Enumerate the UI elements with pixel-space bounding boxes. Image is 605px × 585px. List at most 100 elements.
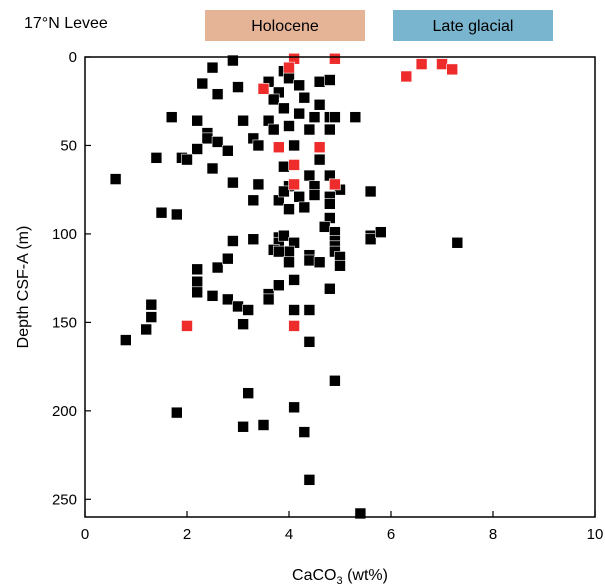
data-point-black [247,233,260,246]
data-point-black [191,263,203,276]
data-point-black [222,144,234,157]
y-axis-label: Depth CSF-A (m) [15,226,32,349]
header: 17°N Levee Holocene Late glacial [24,10,553,41]
data-point-black [364,185,377,198]
data-point-black [237,114,249,127]
data-point-black [206,61,219,74]
data-point-black [272,245,285,258]
x-axis-label-main: CaCO [292,567,336,584]
x-tick-label: 2 [183,526,191,543]
data-point-black [283,203,295,215]
data-point-black [191,114,203,127]
data-point-black [298,91,311,104]
x-tick-label: 6 [387,526,395,543]
data-point-black [181,153,193,166]
data-point-black [237,318,249,330]
plot-frame [84,56,596,518]
data-point-black [242,387,254,399]
data-point-black [232,300,244,313]
data-point-black [313,153,326,166]
data-point-black [308,111,321,123]
data-point-black [191,275,203,288]
data-point-black [323,282,336,295]
data-point-black [451,236,464,249]
data-point-black [211,88,224,100]
data-point-black [191,143,203,155]
data-point-red [288,320,300,332]
y-tick-label: 200 [52,403,77,420]
data-point-red [329,52,341,65]
data-point-black [288,401,300,414]
data-point-black [293,190,306,203]
data-point-black [354,507,367,520]
legend-label-holocene: Holocene [251,18,319,35]
data-point-red [446,63,459,76]
data-point-black [308,189,321,201]
data-point-black [278,160,290,173]
data-point-red [436,58,448,70]
legend-label-late-glacial: Late glacial [433,18,514,35]
data-point-black [237,420,249,433]
data-point-black [222,293,234,306]
data-point-black [374,226,387,238]
data-point-black [257,419,270,431]
data-points [109,52,464,520]
data-point-black [323,74,336,86]
data-point-black [329,374,341,387]
data-point-red [283,61,295,74]
data-point-black [288,139,300,152]
x-tick-label: 0 [81,526,89,543]
data-point-red [288,159,300,171]
data-point-black [109,173,122,185]
data-point-black [283,120,295,132]
data-point-black [140,323,152,336]
data-point-black [206,290,219,302]
data-point-red [313,141,326,154]
data-point-black [334,259,346,272]
data-point-black [293,79,306,92]
data-point-black [211,261,224,274]
data-point-black [298,201,311,214]
data-point-black [252,139,265,152]
data-point-black [298,426,311,438]
data-point-black [145,311,158,323]
data-point-black [211,136,224,148]
data-point-black [323,198,336,210]
data-point-black [262,293,275,306]
data-point-black [303,304,316,316]
data-point-black [120,334,132,346]
data-point-red [400,70,413,83]
y-tick-label: 0 [69,49,77,66]
data-point-black [145,298,158,311]
data-point-black [227,54,239,67]
data-point-red [329,178,341,191]
data-point-black [364,233,377,246]
data-point-black [283,245,295,258]
data-point-black [349,111,362,123]
data-point-black [227,235,239,247]
data-point-black [252,178,265,191]
data-point-black [155,206,168,219]
data-point-black [313,256,326,269]
x-axis-label: CaCO3 (wt%) [292,567,388,585]
x-axis-label-unit: (wt%) [343,567,388,584]
data-point-black [303,254,316,267]
data-point-black [303,123,316,136]
legend-swatch-holocene [205,10,365,41]
data-point-black [288,274,300,286]
data-point-red [272,141,285,154]
data-point-black [303,474,316,486]
legend-swatch-late-glacial [393,10,553,41]
data-point-red [181,320,193,332]
data-point-red [288,178,300,191]
data-point-black [313,75,326,88]
data-point-red [415,58,428,70]
x-tick-label: 8 [489,526,497,543]
data-point-black [242,304,254,316]
data-point-black [329,111,341,123]
x-axis-label-subscript: 3 [337,575,343,585]
data-point-black [278,102,290,115]
data-point-black [191,286,203,299]
